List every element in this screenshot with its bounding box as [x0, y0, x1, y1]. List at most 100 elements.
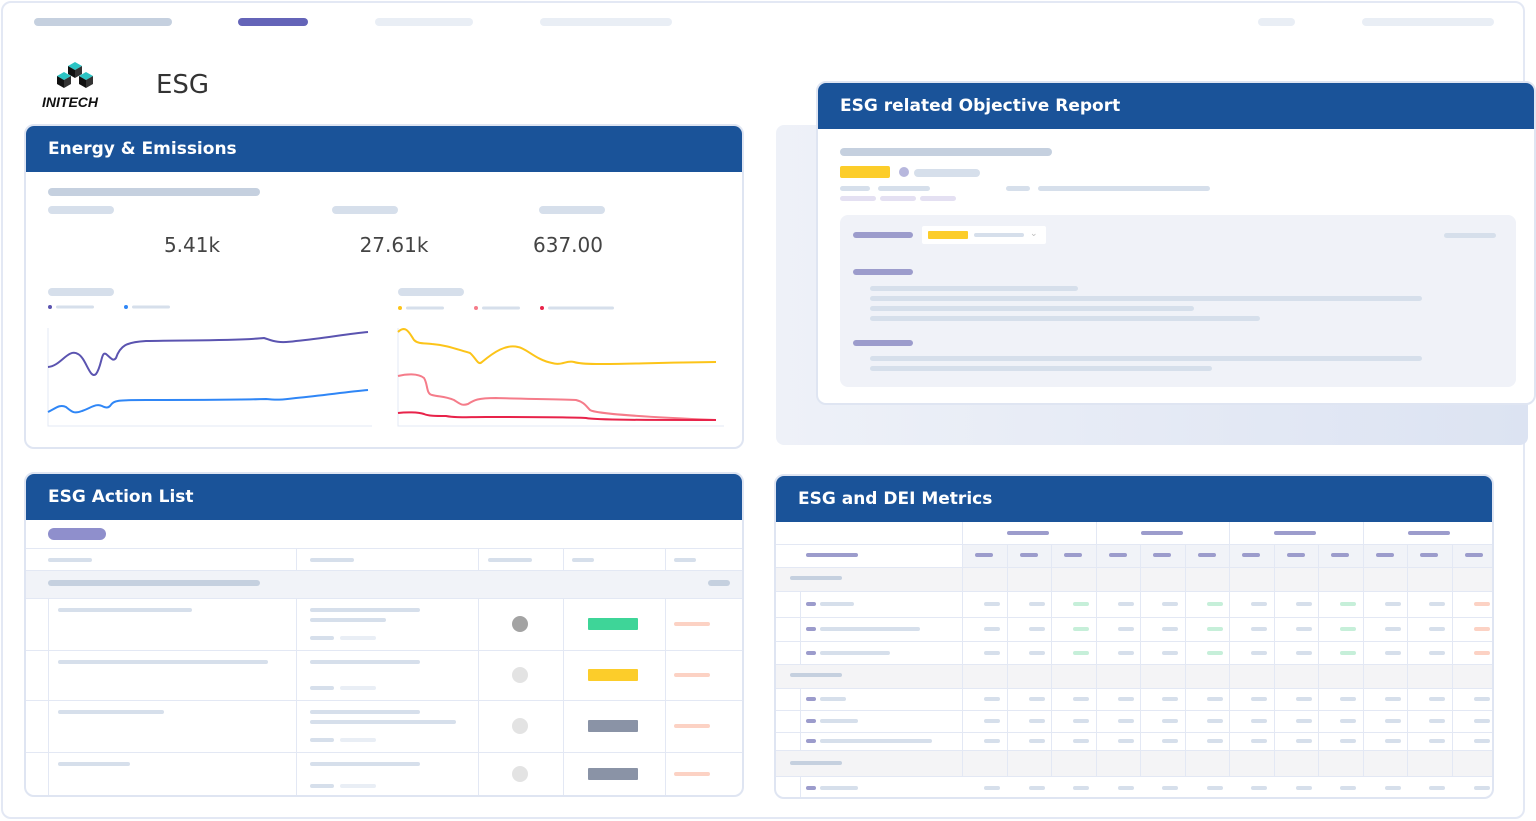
placeholder [806, 602, 816, 606]
kpi-value: 5.41k [163, 233, 221, 257]
col-divider [478, 598, 479, 795]
row-divider [776, 688, 1492, 689]
chart-title [48, 288, 114, 296]
placeholder [674, 673, 710, 677]
placeholder [58, 762, 130, 766]
col-divider [962, 522, 963, 776]
nav-item[interactable] [34, 18, 172, 26]
col-divider [296, 548, 297, 570]
placeholder [1251, 697, 1267, 701]
placeholder [48, 580, 260, 586]
placeholder [806, 719, 816, 723]
placeholder [806, 786, 816, 790]
nav-item[interactable] [540, 18, 672, 26]
placeholder [1251, 627, 1267, 631]
placeholder [1384, 719, 1401, 723]
placeholder [840, 186, 870, 191]
placeholder [1384, 786, 1401, 790]
placeholder [1028, 719, 1045, 723]
placeholder [1117, 650, 1134, 655]
card-header: ESG and DEI Metrics [776, 476, 1492, 522]
placeholder [1117, 786, 1134, 790]
placeholder [1251, 739, 1267, 743]
placeholder [1006, 186, 1030, 191]
placeholder [820, 627, 920, 631]
placeholder [1108, 553, 1127, 557]
text-line [870, 366, 1212, 371]
placeholder [1162, 602, 1178, 606]
col-divider [563, 598, 564, 795]
placeholder [1073, 602, 1089, 606]
placeholder [1242, 553, 1260, 557]
placeholder [1251, 719, 1267, 723]
placeholder [806, 627, 816, 631]
col-divider [1184, 544, 1186, 776]
placeholder [1429, 697, 1445, 701]
placeholder [920, 196, 956, 201]
placeholder [806, 650, 816, 655]
placeholder [1295, 719, 1312, 723]
nav-item[interactable] [1258, 18, 1295, 26]
col-divider [296, 598, 297, 795]
placeholder [1384, 739, 1401, 743]
placeholder [790, 673, 842, 677]
nav-item-active[interactable] [238, 18, 308, 26]
nav-item[interactable] [375, 18, 473, 26]
placeholder [1286, 553, 1305, 557]
placeholder [1251, 602, 1267, 606]
placeholder [1407, 531, 1450, 535]
placeholder [1197, 553, 1216, 557]
placeholder [1073, 627, 1089, 631]
col-divider [1318, 544, 1319, 776]
placeholder [1340, 697, 1356, 701]
series-line [47, 331, 369, 377]
placeholder [1473, 719, 1490, 723]
placeholder [310, 608, 420, 612]
left-chart-axis [47, 328, 372, 427]
placeholder [820, 697, 846, 701]
col-divider [800, 688, 801, 750]
placeholder [984, 650, 1000, 655]
placeholder [1429, 650, 1445, 655]
placeholder [1429, 739, 1445, 743]
page-title: ESG [156, 70, 210, 100]
row-divider [26, 570, 742, 571]
placeholder [1384, 650, 1401, 655]
row-divider [776, 750, 1492, 751]
placeholder [1206, 739, 1223, 743]
add-action-button[interactable] [48, 528, 106, 540]
status-dropdown[interactable]: ⌄ [922, 226, 1046, 244]
placeholder [1295, 697, 1312, 701]
placeholder [1251, 650, 1267, 655]
placeholder [984, 719, 1000, 723]
placeholder [880, 196, 916, 201]
placeholder [984, 602, 1000, 606]
placeholder [1073, 650, 1089, 655]
col-divider [800, 776, 801, 797]
placeholder [1073, 697, 1089, 701]
col-divider [1451, 544, 1453, 776]
placeholder [58, 710, 164, 714]
placeholder [310, 784, 334, 788]
row-divider [776, 776, 1492, 777]
col-divider [563, 548, 564, 570]
placeholder [674, 772, 710, 776]
placeholder [1464, 553, 1483, 557]
placeholder [1384, 627, 1401, 631]
placeholder [1340, 786, 1356, 790]
series-line [397, 328, 717, 366]
placeholder [488, 558, 532, 562]
section-label [853, 269, 913, 275]
placeholder [1064, 553, 1082, 557]
placeholder [1162, 739, 1178, 743]
placeholder [310, 686, 334, 690]
placeholder [1444, 233, 1496, 238]
placeholder [1331, 553, 1349, 557]
placeholder [840, 148, 1052, 156]
placeholder [1206, 697, 1223, 701]
placeholder [310, 636, 334, 640]
placeholder [708, 580, 730, 586]
nav-item[interactable] [1362, 18, 1494, 26]
right-chart-legend [398, 306, 614, 310]
right-chart-axis [397, 328, 724, 427]
